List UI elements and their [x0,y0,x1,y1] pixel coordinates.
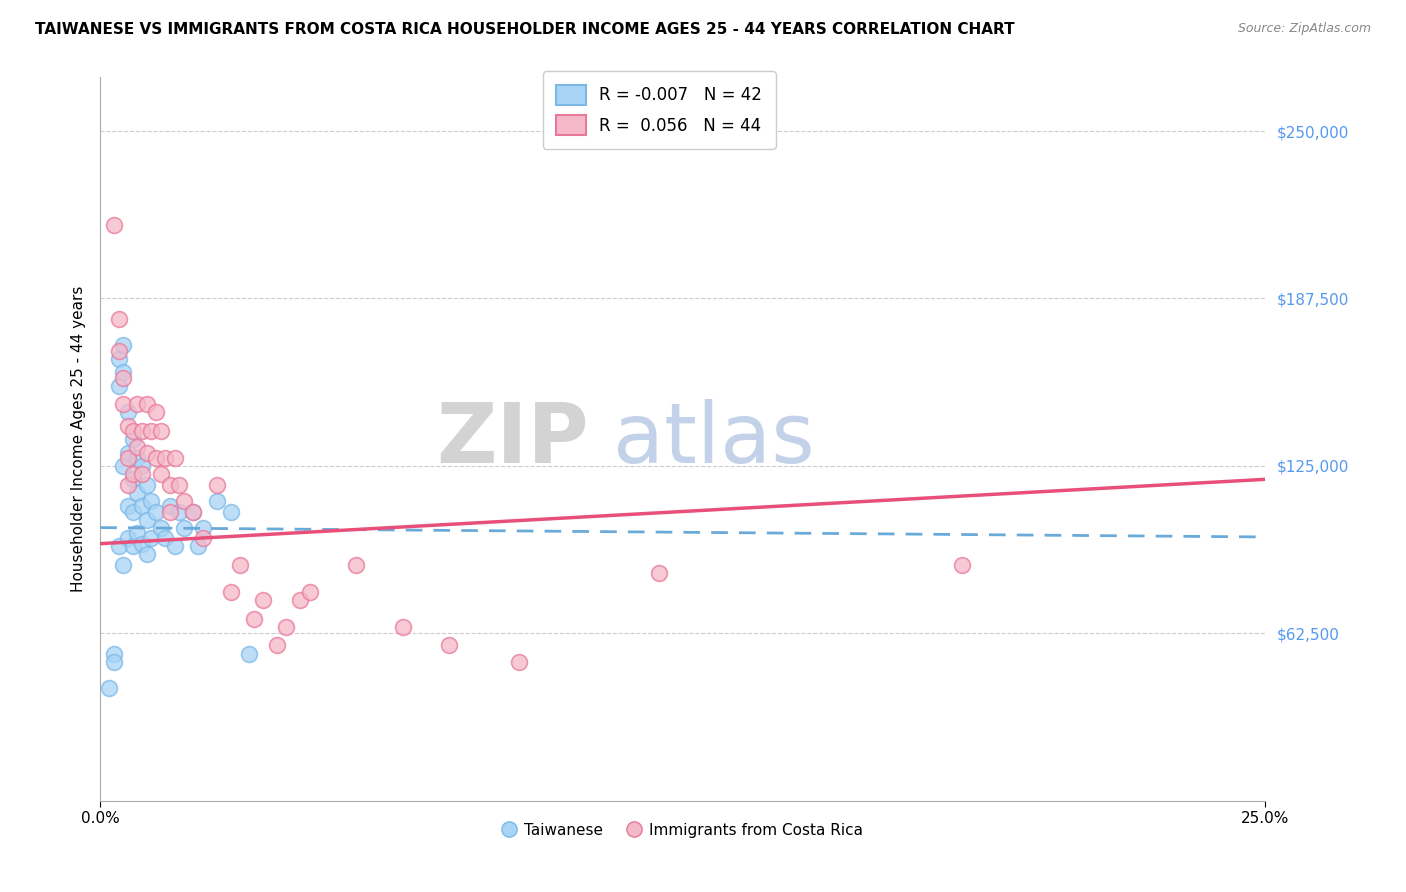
Point [127,397,149,411]
Point [103,647,125,661]
Point [131,424,153,438]
Point [131,499,153,513]
Point [131,536,153,550]
Point [238,647,260,661]
Point [107,351,129,366]
Point [135,397,157,411]
Point [98,681,121,696]
Point [163,450,186,465]
Point [121,432,143,446]
Point [173,520,195,534]
Point [117,499,139,513]
Point [344,558,367,573]
Point [392,620,415,634]
Point [135,547,157,561]
Point [173,493,195,508]
Point [169,504,191,518]
Point [112,397,135,411]
Point [266,639,288,653]
Point [121,539,143,553]
Point [121,472,143,486]
Point [107,539,129,553]
Text: ZIP: ZIP [437,399,589,480]
Point [155,531,177,545]
Point [107,311,129,326]
Point [117,531,139,545]
Point [191,520,214,534]
Point [229,558,252,573]
Point [163,539,186,553]
Point [107,343,129,358]
Point [145,504,167,518]
Point [205,477,228,491]
Text: Source: ZipAtlas.com: Source: ZipAtlas.com [1237,22,1371,36]
Point [648,566,671,581]
Point [159,477,181,491]
Point [135,445,157,459]
Legend: Taiwanese, Immigrants from Costa Rica: Taiwanese, Immigrants from Costa Rica [495,817,869,844]
Point [205,493,228,508]
Text: TAIWANESE VS IMMIGRANTS FROM COSTA RICA HOUSEHOLDER INCOME AGES 25 - 44 YEARS CO: TAIWANESE VS IMMIGRANTS FROM COSTA RICA … [35,22,1015,37]
Point [112,365,135,379]
Point [149,520,172,534]
Point [121,424,143,438]
Point [141,531,163,545]
Point [131,458,153,473]
Point [181,504,204,518]
Point [219,585,242,599]
Point [112,558,135,573]
Point [121,504,143,518]
Point [219,504,242,518]
Point [112,458,135,473]
Point [243,612,266,626]
Point [149,467,172,481]
Point [159,499,181,513]
Text: atlas: atlas [613,399,814,480]
Point [127,450,149,465]
Point [276,620,298,634]
Point [117,477,139,491]
Point [117,418,139,433]
Point [117,445,139,459]
Point [131,467,153,481]
Point [135,512,157,526]
Point [127,525,149,540]
Point [191,531,214,545]
Point [121,467,143,481]
Point [149,424,172,438]
Point [252,593,274,607]
Point [181,504,204,518]
Point [103,218,125,232]
Point [141,493,163,508]
Point [159,504,181,518]
Point [107,378,129,392]
Point [127,485,149,500]
Point [145,450,167,465]
Point [117,450,139,465]
Point [508,655,530,669]
Y-axis label: Householder Income Ages 25 - 44 years: Householder Income Ages 25 - 44 years [72,286,86,592]
Point [155,450,177,465]
Point [112,338,135,352]
Point [135,477,157,491]
Point [298,585,321,599]
Point [145,405,167,419]
Point [117,405,139,419]
Point [187,539,209,553]
Point [141,424,163,438]
Point [169,477,191,491]
Point [112,370,135,384]
Point [950,558,973,573]
Point [103,655,125,669]
Point [290,593,312,607]
Point [127,440,149,454]
Point [439,639,461,653]
